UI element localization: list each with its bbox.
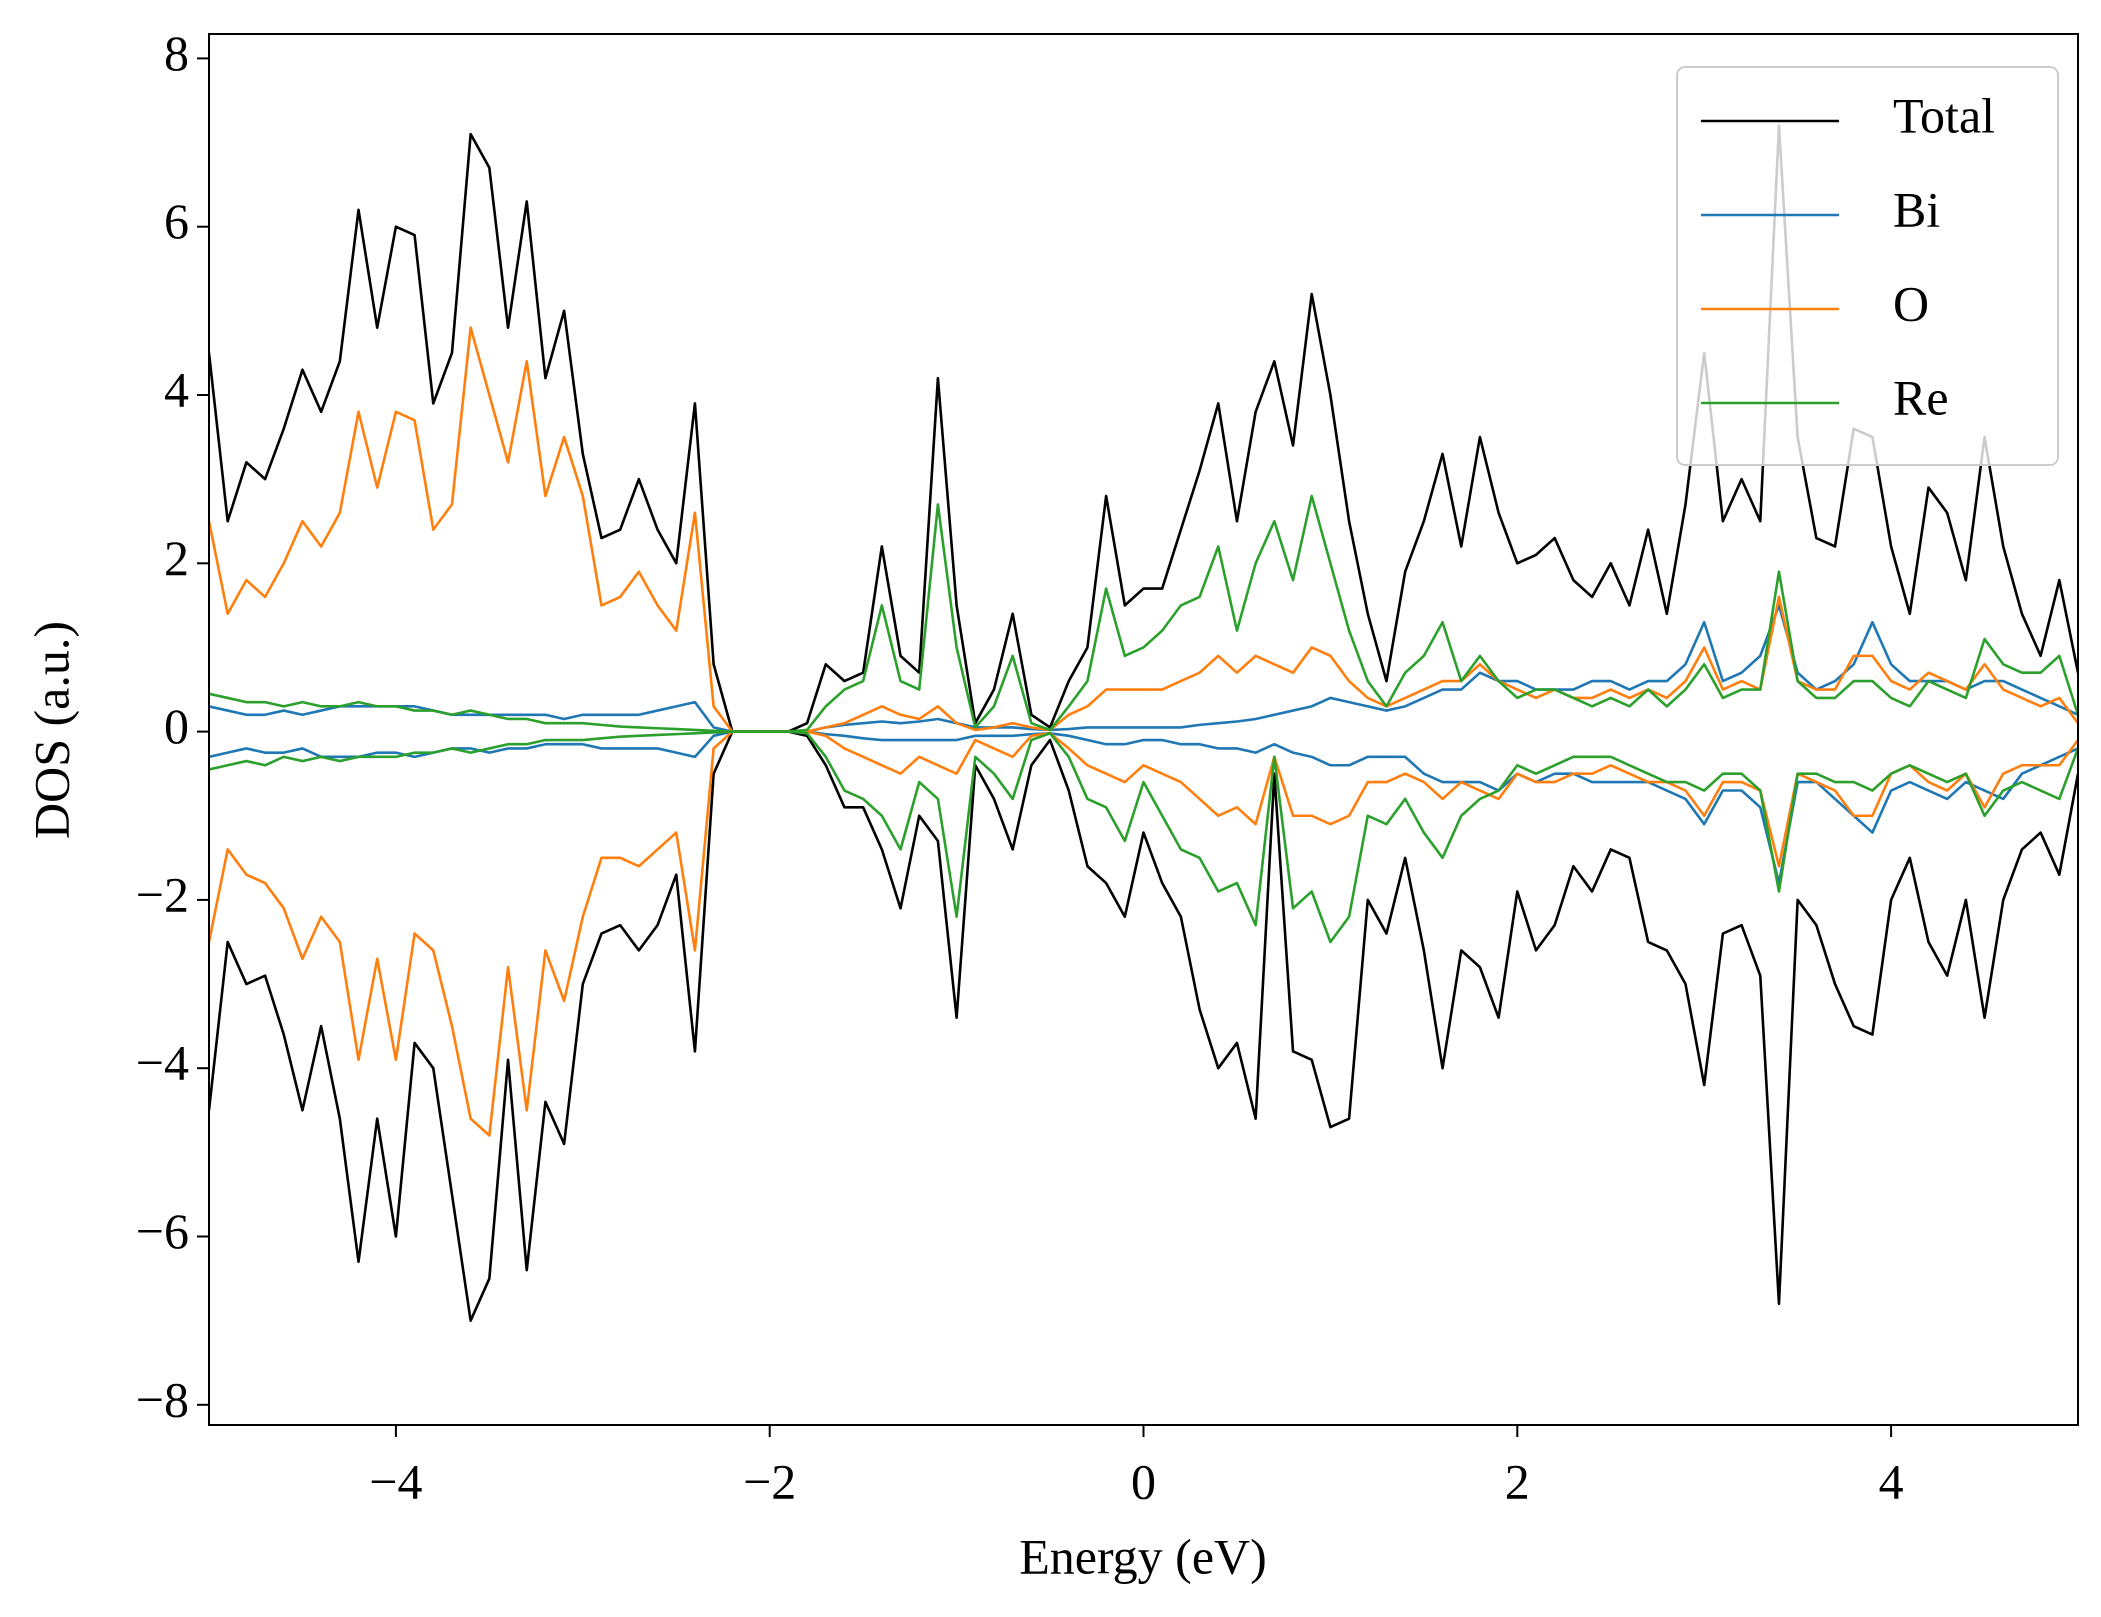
dos-line	[209, 730, 2078, 885]
dos-line	[209, 730, 2078, 1322]
x-tick-label: 0	[1131, 1453, 1156, 1509]
y-tick-label: −4	[136, 1035, 189, 1091]
y-tick-label: 0	[164, 698, 189, 754]
y-tick-label: 6	[164, 193, 189, 249]
dos-line	[209, 730, 2078, 944]
legend-label: O	[1893, 275, 1929, 331]
y-tick-label: −8	[136, 1371, 189, 1427]
legend-label: Total	[1893, 87, 1995, 143]
dos-line	[209, 730, 2078, 1137]
y-tick-label: 8	[164, 25, 189, 81]
legend-box	[1676, 66, 2059, 466]
dos-line	[209, 494, 2078, 733]
y-axis-label: DOS (a.u.)	[23, 621, 79, 839]
dos-line	[209, 604, 2078, 733]
legend-label: Bi	[1893, 181, 1940, 237]
x-tick-label: 4	[1879, 1453, 1904, 1509]
y-tick-label: 4	[164, 361, 189, 417]
x-tick-label: −4	[369, 1453, 422, 1509]
x-tick-label: −2	[743, 1453, 796, 1509]
dos-line	[209, 326, 2078, 733]
y-tick-label: 2	[164, 530, 189, 586]
legend: Total Bi O Re	[1676, 66, 2059, 466]
x-tick-label: 2	[1505, 1453, 1530, 1509]
legend-label: Re	[1893, 369, 1949, 425]
x-axis-label: Energy (eV)	[1019, 1528, 1267, 1584]
y-tick-label: −6	[136, 1203, 189, 1259]
y-tick-label: −2	[136, 866, 189, 922]
